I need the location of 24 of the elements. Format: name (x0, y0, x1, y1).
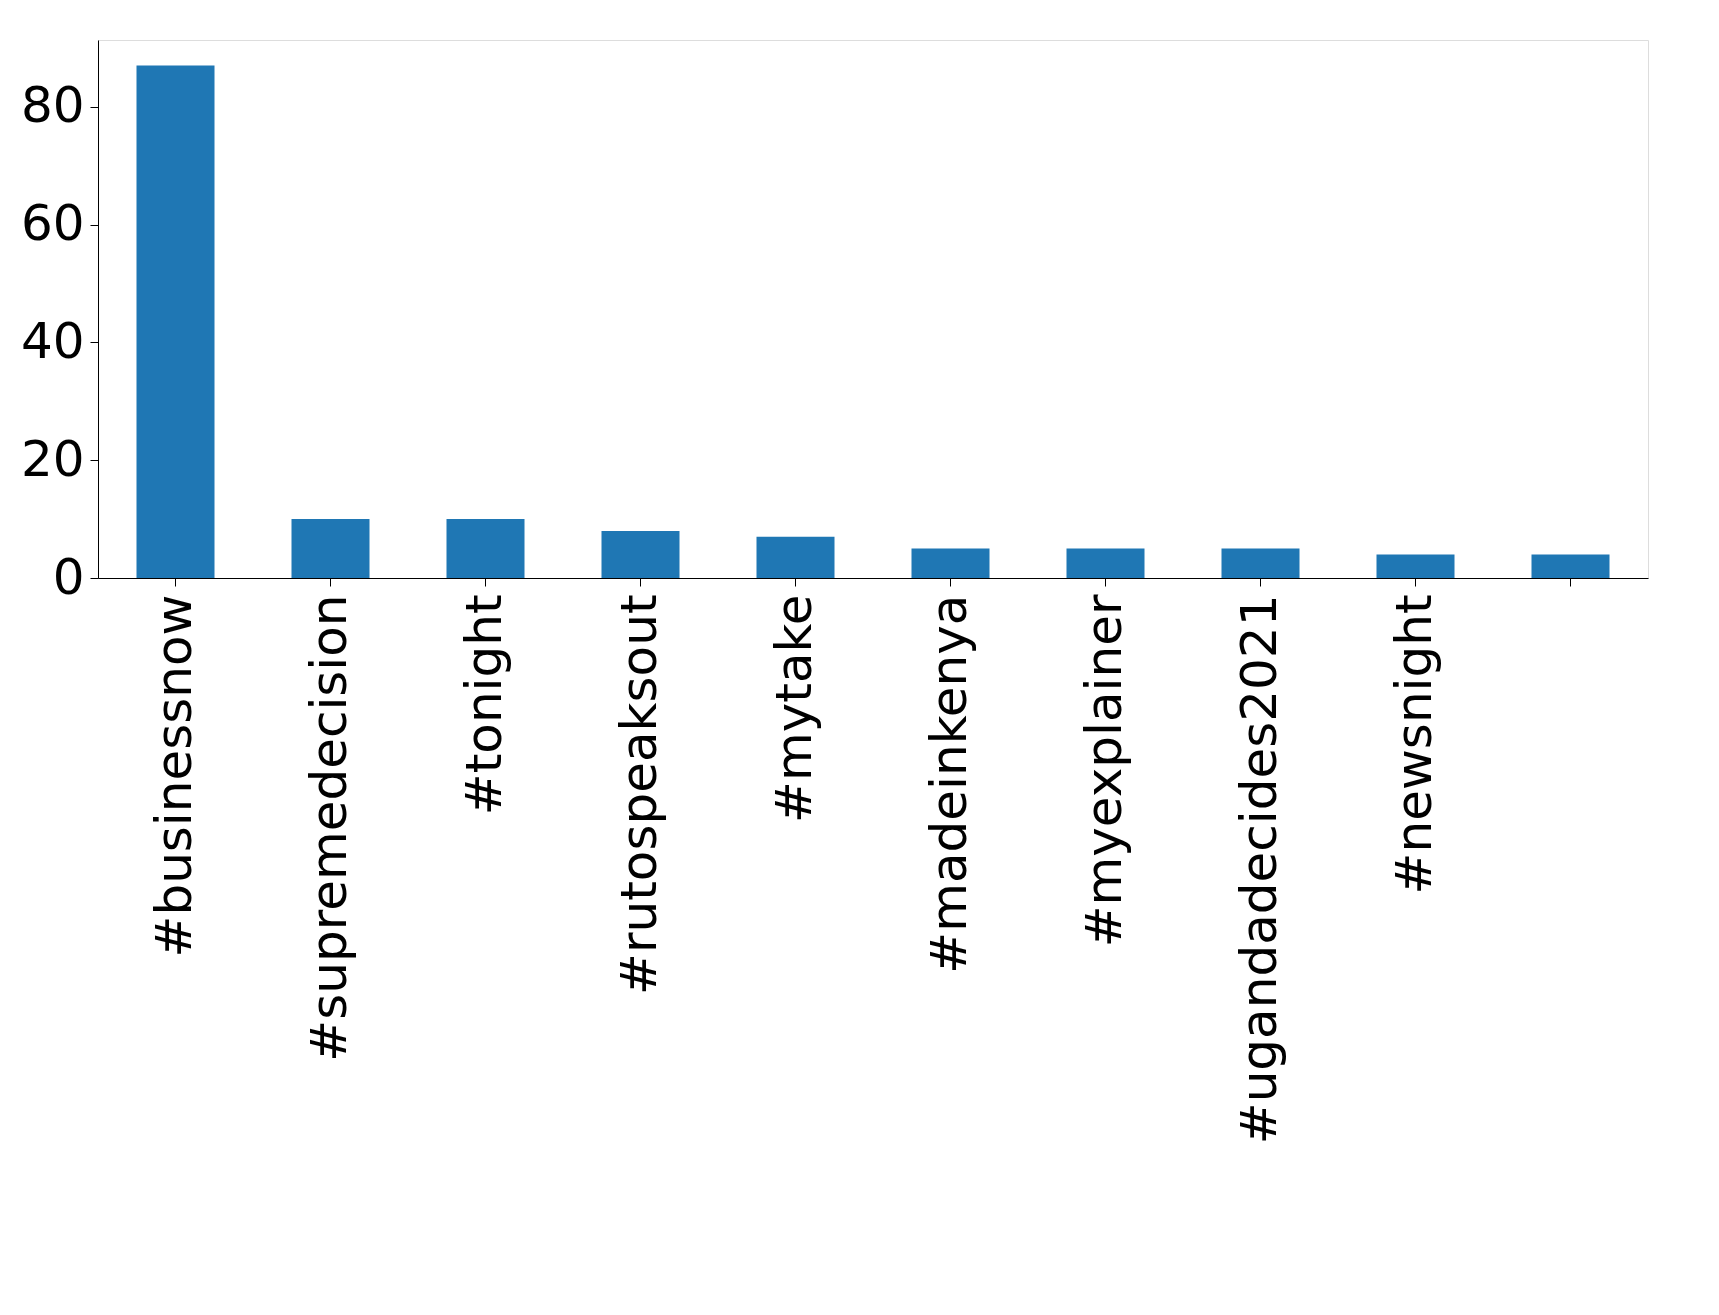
y-tick-label: 60 (20, 194, 85, 253)
x-tick-label: #supremedecision (299, 594, 358, 1062)
y-tick-label: 20 (20, 429, 85, 488)
bar (1376, 554, 1455, 578)
bar (1066, 548, 1145, 578)
x-tick-label: #tonight (454, 594, 513, 816)
x-tick-label: #mytake (764, 594, 823, 823)
bar (291, 519, 370, 578)
bar (1221, 548, 1300, 578)
y-tick-label: 0 (52, 547, 85, 606)
bar (911, 548, 990, 578)
bar (136, 65, 215, 578)
bar (756, 536, 835, 578)
x-tick-label: #newsnight (1384, 594, 1443, 895)
x-tick-label: #myexplainer (1074, 594, 1133, 948)
x-tick-label: #rutospeaksout (609, 594, 668, 995)
x-tick-label: #madeinkenya (919, 594, 978, 974)
bar (601, 530, 680, 578)
x-tick-label: #ugandadecides2021 (1229, 594, 1288, 1145)
bar (446, 519, 525, 578)
x-tick-label: #businessnow (144, 594, 203, 958)
y-tick-label: 80 (20, 76, 85, 135)
y-tick-label: 40 (20, 311, 85, 370)
bar (1531, 554, 1610, 578)
